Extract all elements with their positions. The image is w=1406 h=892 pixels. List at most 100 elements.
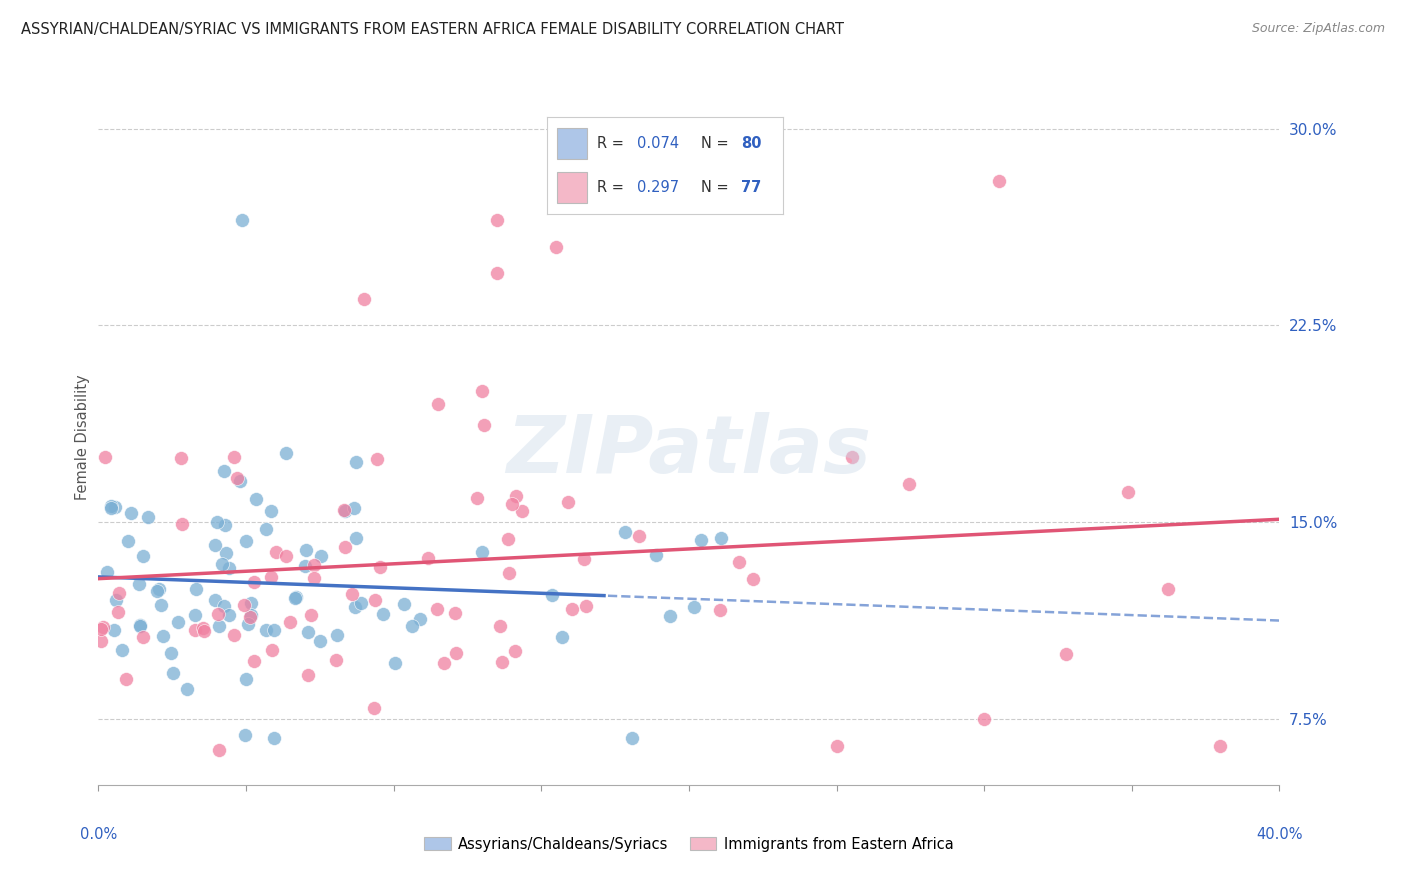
- Point: [104, 500, 127, 515]
- Point: [1157, 582, 1180, 596]
- Point: [115, 672, 138, 686]
- Point: [309, 549, 332, 564]
- Point: [204, 539, 226, 553]
- Point: [349, 596, 371, 610]
- Point: [184, 624, 207, 638]
- Point: [471, 384, 494, 398]
- Point: [211, 558, 233, 572]
- Point: [368, 560, 391, 574]
- Point: [489, 618, 512, 632]
- Point: [325, 653, 347, 667]
- Point: [621, 731, 644, 745]
- Point: [120, 506, 142, 520]
- Point: [340, 587, 363, 601]
- Point: [575, 599, 598, 614]
- Point: [117, 533, 139, 548]
- Point: [226, 471, 249, 485]
- Point: [263, 731, 285, 745]
- Point: [551, 630, 574, 644]
- Point: [254, 623, 277, 637]
- Point: [233, 598, 256, 612]
- Point: [215, 546, 238, 560]
- Point: [628, 529, 651, 543]
- Point: [108, 586, 131, 600]
- Point: [204, 592, 226, 607]
- Point: [207, 607, 229, 621]
- Point: [132, 630, 155, 644]
- Point: [205, 515, 228, 529]
- Point: [363, 592, 385, 607]
- Point: [160, 646, 183, 660]
- Point: [689, 533, 711, 548]
- Text: 0.297: 0.297: [637, 179, 679, 194]
- Point: [218, 560, 240, 574]
- Point: [1116, 485, 1139, 500]
- Point: [212, 464, 235, 478]
- Y-axis label: Female Disability: Female Disability: [75, 375, 90, 500]
- Point: [231, 213, 253, 227]
- Point: [501, 497, 523, 511]
- Point: [91, 620, 114, 634]
- Point: [335, 540, 357, 554]
- Point: [541, 588, 564, 602]
- Point: [212, 599, 235, 614]
- Point: [96, 565, 118, 579]
- Point: [363, 701, 385, 715]
- FancyBboxPatch shape: [557, 171, 588, 202]
- Point: [100, 500, 122, 514]
- Point: [222, 450, 245, 464]
- Point: [229, 474, 252, 488]
- Point: [242, 654, 264, 668]
- Point: [239, 609, 262, 624]
- Point: [371, 607, 394, 621]
- Text: 40.0%: 40.0%: [1256, 827, 1303, 841]
- Point: [260, 570, 283, 584]
- Point: [742, 572, 765, 586]
- Point: [297, 624, 319, 639]
- Point: [297, 668, 319, 682]
- Point: [366, 452, 388, 467]
- Point: [1209, 739, 1232, 753]
- Point: [510, 504, 533, 518]
- Point: [263, 624, 285, 638]
- FancyBboxPatch shape: [557, 128, 588, 159]
- Point: [149, 598, 172, 612]
- Point: [561, 601, 583, 615]
- Point: [505, 489, 527, 503]
- Point: [302, 570, 325, 584]
- Point: [170, 516, 193, 531]
- Point: [274, 446, 297, 460]
- Point: [444, 606, 467, 620]
- Point: [709, 603, 731, 617]
- Point: [280, 615, 302, 629]
- Text: R =: R =: [596, 179, 628, 194]
- Point: [167, 615, 190, 629]
- Point: [446, 646, 468, 660]
- Text: 80: 80: [741, 136, 762, 151]
- Point: [299, 607, 322, 622]
- Point: [841, 450, 863, 464]
- Point: [309, 633, 332, 648]
- Text: 0.074: 0.074: [637, 136, 679, 151]
- Point: [284, 591, 307, 606]
- Point: [245, 491, 267, 506]
- Point: [236, 617, 259, 632]
- Point: [274, 549, 297, 564]
- Point: [574, 552, 596, 566]
- Point: [682, 599, 704, 614]
- Point: [401, 619, 423, 633]
- Point: [105, 593, 128, 607]
- Point: [110, 643, 132, 657]
- Point: [498, 566, 520, 581]
- Legend: Assyrians/Chaldeans/Syriacs, Immigrants from Eastern Africa: Assyrians/Chaldeans/Syriacs, Immigrants …: [419, 831, 959, 858]
- Point: [418, 551, 440, 566]
- Point: [128, 576, 150, 591]
- Point: [344, 599, 367, 614]
- Point: [1054, 648, 1077, 662]
- Point: [474, 417, 496, 432]
- Point: [214, 518, 236, 533]
- Point: [235, 533, 257, 548]
- Point: [335, 504, 357, 518]
- Point: [243, 574, 266, 589]
- Point: [193, 624, 215, 638]
